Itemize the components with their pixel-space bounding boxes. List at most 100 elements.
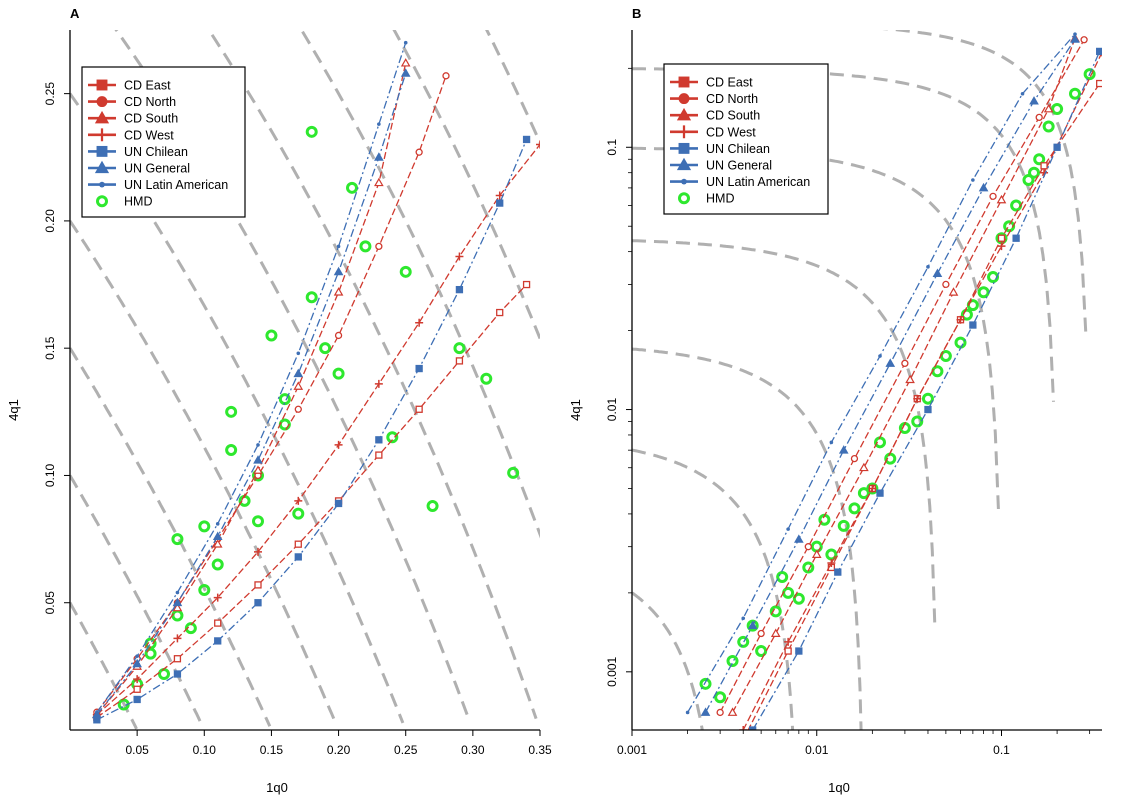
legend-item-cd-north: CD North (88, 95, 176, 109)
series-hmd (117, 125, 520, 711)
data-point-hmd (480, 372, 493, 385)
data-point-cd-south (1043, 103, 1054, 113)
data-point-un-chilean (1053, 143, 1061, 151)
legend-label: CD East (124, 79, 171, 93)
x-tick-label: 0.1 (993, 743, 1010, 757)
data-point-un-chilean (795, 647, 803, 655)
data-point-un-latin-american (741, 616, 746, 621)
data-point-cd-west (133, 675, 142, 684)
data-point-hmd (426, 500, 439, 512)
data-point-un-latin-american (175, 590, 180, 595)
data-point-cd-west (374, 379, 383, 388)
series-line-un-general (96, 73, 407, 716)
data-point-hmd (954, 336, 967, 349)
data-point-cd-west (536, 140, 540, 149)
legend-item-cd-south: CD South (670, 107, 760, 123)
data-point-cd-south (859, 462, 869, 472)
data-point-cd-east (496, 308, 504, 317)
data-point-un-chilean (334, 499, 343, 508)
legend-item-cd-west: CD West (88, 128, 174, 142)
contour-line (114, 30, 471, 722)
legend-swatch-marker (95, 128, 109, 142)
data-point-un-latin-american (336, 244, 341, 249)
data-point-cd-east (997, 234, 1006, 242)
legend-swatch-marker (96, 145, 108, 157)
data-point-un-chilean (496, 199, 504, 207)
legend-label: CD South (706, 109, 760, 123)
legend: CD East CD North CD South CD West UN Chilean… (81, 66, 246, 218)
data-point-un-general (885, 358, 896, 367)
data-point-hmd (1051, 102, 1064, 115)
data-point-hmd (399, 265, 412, 278)
data-point-cd-east (375, 451, 383, 459)
data-point-un-latin-american (926, 265, 930, 269)
data-point-hmd (1022, 174, 1035, 187)
legend-item-un-latin-american: UN Latin American (88, 178, 228, 192)
data-point-un-general (1070, 34, 1080, 43)
legend-swatch-marker (678, 93, 690, 105)
contour-line (207, 30, 538, 720)
series-line-cd-north (96, 75, 447, 713)
data-point-un-chilean (876, 489, 884, 497)
data-point-un-latin-american (296, 351, 301, 356)
data-point-cd-south (770, 628, 781, 637)
data-point-cd-north (942, 280, 950, 289)
data-point-hmd (857, 487, 870, 500)
series-line-un-chilean (96, 139, 528, 721)
data-point-cd-north (716, 708, 724, 717)
data-point-hmd (359, 240, 372, 253)
data-point-hmd (866, 482, 879, 495)
data-point-un-chilean (1096, 47, 1102, 56)
data-point-cd-east (294, 540, 302, 548)
data-point-hmd (386, 431, 399, 444)
data-point-un-latin-american (878, 354, 882, 358)
data-point-hmd (184, 622, 197, 635)
contour-line (299, 30, 540, 539)
panel-letter: B (632, 6, 641, 21)
legend-label: UN General (706, 159, 772, 173)
data-point-un-chilean (455, 285, 464, 294)
x-tick-label: 0.25 (394, 743, 418, 757)
data-point-un-general (293, 368, 304, 378)
data-point-un-chilean (173, 670, 182, 678)
series-cd-east (93, 280, 531, 721)
data-point-hmd (1028, 166, 1041, 179)
legend-swatch-marker (94, 110, 110, 124)
data-point-hmd (198, 520, 211, 533)
data-point-hmd (769, 605, 782, 618)
data-point-un-general (932, 268, 943, 278)
data-point-un-latin-american (786, 527, 790, 531)
panel-a: 0.05 0.10 0.15 0.20 0.25 0.30 0.35 0.05 0.10 0.15… (6, 6, 552, 795)
data-point-hmd (726, 654, 739, 667)
data-point-cd-east (214, 619, 222, 627)
data-point-un-chilean (749, 726, 757, 730)
data-point-cd-south (400, 58, 411, 67)
data-point-un-latin-american (95, 710, 99, 714)
data-point-hmd (1083, 68, 1096, 81)
series-un-chilean (749, 47, 1102, 730)
data-point-hmd (332, 367, 345, 380)
x-tick-label: 0.15 (260, 743, 284, 757)
x-tick-label: 0.10 (193, 743, 217, 757)
data-point-un-latin-american (377, 122, 381, 126)
data-point-un-latin-american (829, 440, 834, 445)
y-tick-label: 0.20 (43, 209, 57, 233)
data-point-cd-north (901, 359, 909, 368)
legend-item-hmd: HMD (96, 195, 152, 209)
data-point-un-general (333, 266, 344, 276)
data-point-cd-west (997, 242, 1006, 251)
data-point-hmd (782, 586, 795, 599)
x-tick-label: 0.35 (528, 743, 552, 757)
data-point-un-chilean (1012, 234, 1020, 242)
data-point-hmd (977, 286, 990, 299)
legend-swatch-marker (677, 125, 691, 139)
data-point-cd-south (172, 602, 183, 612)
data-point-cd-north (1080, 36, 1088, 44)
data-point-hmd (1010, 199, 1023, 212)
data-point-un-general (700, 707, 711, 716)
data-point-cd-north (850, 454, 859, 463)
data-point-hmd (225, 444, 238, 456)
data-point-hmd (225, 405, 238, 418)
